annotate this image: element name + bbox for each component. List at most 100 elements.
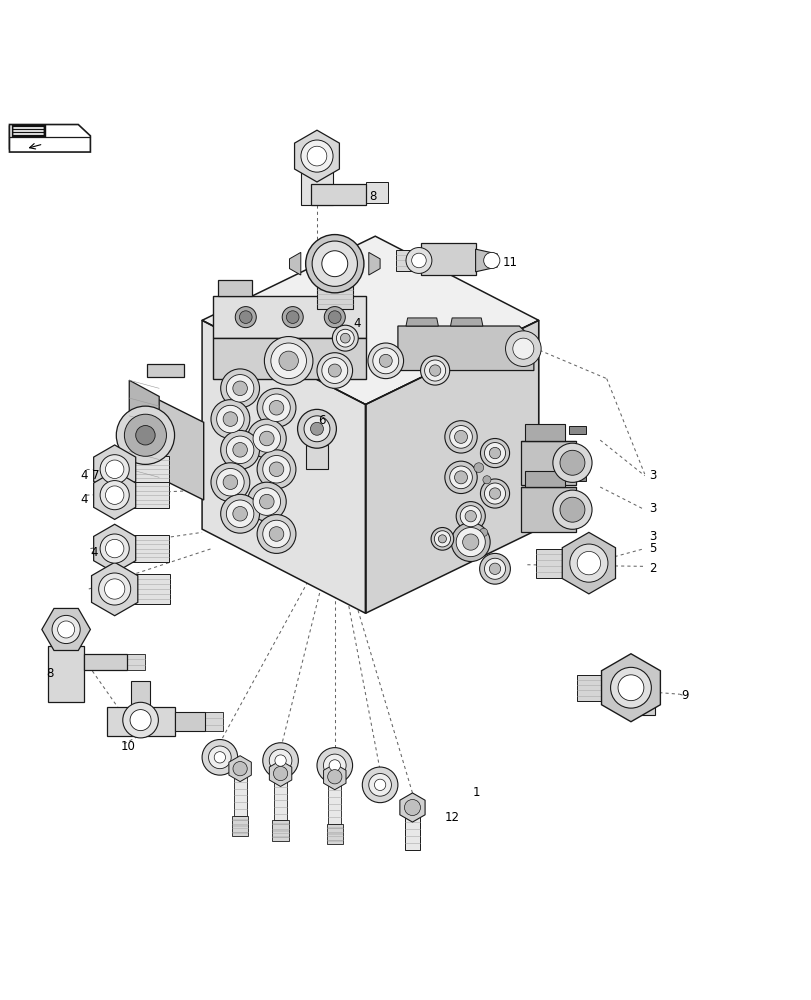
Circle shape bbox=[214, 752, 225, 763]
Circle shape bbox=[489, 447, 500, 459]
Circle shape bbox=[263, 520, 290, 548]
Circle shape bbox=[233, 762, 247, 776]
Circle shape bbox=[368, 774, 391, 796]
Circle shape bbox=[269, 462, 284, 477]
Circle shape bbox=[610, 667, 650, 708]
Circle shape bbox=[130, 710, 151, 731]
Polygon shape bbox=[274, 774, 287, 820]
Text: 5: 5 bbox=[648, 542, 655, 555]
Polygon shape bbox=[84, 654, 127, 670]
Circle shape bbox=[321, 358, 347, 383]
Text: 3: 3 bbox=[648, 530, 655, 543]
Circle shape bbox=[323, 754, 345, 777]
Circle shape bbox=[221, 494, 260, 533]
Circle shape bbox=[269, 749, 291, 772]
Circle shape bbox=[560, 450, 584, 475]
Text: 4: 4 bbox=[353, 317, 360, 330]
Polygon shape bbox=[323, 764, 345, 790]
Circle shape bbox=[434, 531, 450, 547]
Polygon shape bbox=[229, 756, 251, 782]
Circle shape bbox=[311, 241, 357, 286]
Circle shape bbox=[279, 351, 298, 371]
Polygon shape bbox=[561, 532, 615, 594]
Polygon shape bbox=[569, 426, 585, 434]
Circle shape bbox=[489, 488, 500, 499]
Circle shape bbox=[52, 615, 80, 644]
Circle shape bbox=[105, 486, 124, 504]
Circle shape bbox=[275, 755, 286, 766]
Polygon shape bbox=[205, 712, 223, 731]
Text: 4: 4 bbox=[80, 469, 88, 482]
Circle shape bbox=[438, 535, 446, 543]
Circle shape bbox=[483, 476, 491, 484]
Circle shape bbox=[226, 375, 254, 402]
Circle shape bbox=[316, 353, 352, 388]
Polygon shape bbox=[93, 524, 135, 573]
Circle shape bbox=[321, 251, 347, 277]
Circle shape bbox=[247, 482, 286, 521]
Circle shape bbox=[257, 515, 295, 553]
Circle shape bbox=[454, 430, 467, 443]
Circle shape bbox=[513, 338, 533, 359]
Circle shape bbox=[122, 702, 158, 738]
Text: 2: 2 bbox=[648, 562, 655, 575]
Circle shape bbox=[253, 425, 281, 452]
Circle shape bbox=[372, 348, 398, 374]
Circle shape bbox=[297, 409, 336, 448]
Text: 4: 4 bbox=[90, 546, 98, 559]
Polygon shape bbox=[213, 338, 365, 379]
Circle shape bbox=[480, 479, 509, 508]
Circle shape bbox=[282, 307, 303, 328]
Circle shape bbox=[263, 455, 290, 483]
Polygon shape bbox=[569, 473, 585, 481]
Circle shape bbox=[316, 748, 352, 783]
Polygon shape bbox=[10, 125, 90, 152]
Circle shape bbox=[211, 400, 250, 438]
Circle shape bbox=[483, 252, 500, 269]
Circle shape bbox=[257, 388, 295, 427]
Circle shape bbox=[479, 553, 510, 584]
Circle shape bbox=[233, 381, 247, 396]
Polygon shape bbox=[12, 125, 46, 137]
Polygon shape bbox=[305, 445, 328, 469]
Polygon shape bbox=[420, 243, 475, 275]
Circle shape bbox=[456, 502, 485, 531]
Circle shape bbox=[100, 534, 129, 563]
Polygon shape bbox=[129, 380, 159, 485]
Circle shape bbox=[202, 740, 238, 775]
Circle shape bbox=[100, 481, 129, 510]
Polygon shape bbox=[93, 471, 135, 519]
Polygon shape bbox=[399, 793, 425, 822]
Circle shape bbox=[235, 307, 256, 328]
Polygon shape bbox=[396, 250, 420, 271]
Polygon shape bbox=[106, 707, 174, 736]
Polygon shape bbox=[124, 482, 169, 508]
Polygon shape bbox=[127, 654, 144, 670]
Text: 3: 3 bbox=[648, 469, 655, 482]
Circle shape bbox=[269, 400, 284, 415]
Circle shape bbox=[263, 394, 290, 422]
Circle shape bbox=[367, 343, 403, 379]
Polygon shape bbox=[406, 318, 438, 326]
Circle shape bbox=[223, 412, 238, 426]
Circle shape bbox=[444, 461, 477, 494]
Circle shape bbox=[462, 534, 478, 550]
Polygon shape bbox=[147, 364, 184, 377]
Circle shape bbox=[340, 333, 350, 343]
Polygon shape bbox=[174, 712, 205, 731]
Circle shape bbox=[328, 364, 341, 377]
Text: 11: 11 bbox=[503, 256, 517, 269]
Circle shape bbox=[444, 421, 477, 453]
Polygon shape bbox=[365, 182, 388, 203]
Text: 1: 1 bbox=[472, 786, 479, 799]
Circle shape bbox=[465, 511, 476, 522]
Text: 3: 3 bbox=[648, 502, 655, 515]
Circle shape bbox=[305, 235, 363, 293]
Circle shape bbox=[328, 311, 341, 323]
Polygon shape bbox=[475, 249, 497, 272]
Polygon shape bbox=[368, 252, 380, 275]
Text: 12: 12 bbox=[444, 811, 459, 824]
Circle shape bbox=[505, 331, 540, 366]
Circle shape bbox=[271, 343, 306, 379]
Polygon shape bbox=[202, 236, 538, 405]
